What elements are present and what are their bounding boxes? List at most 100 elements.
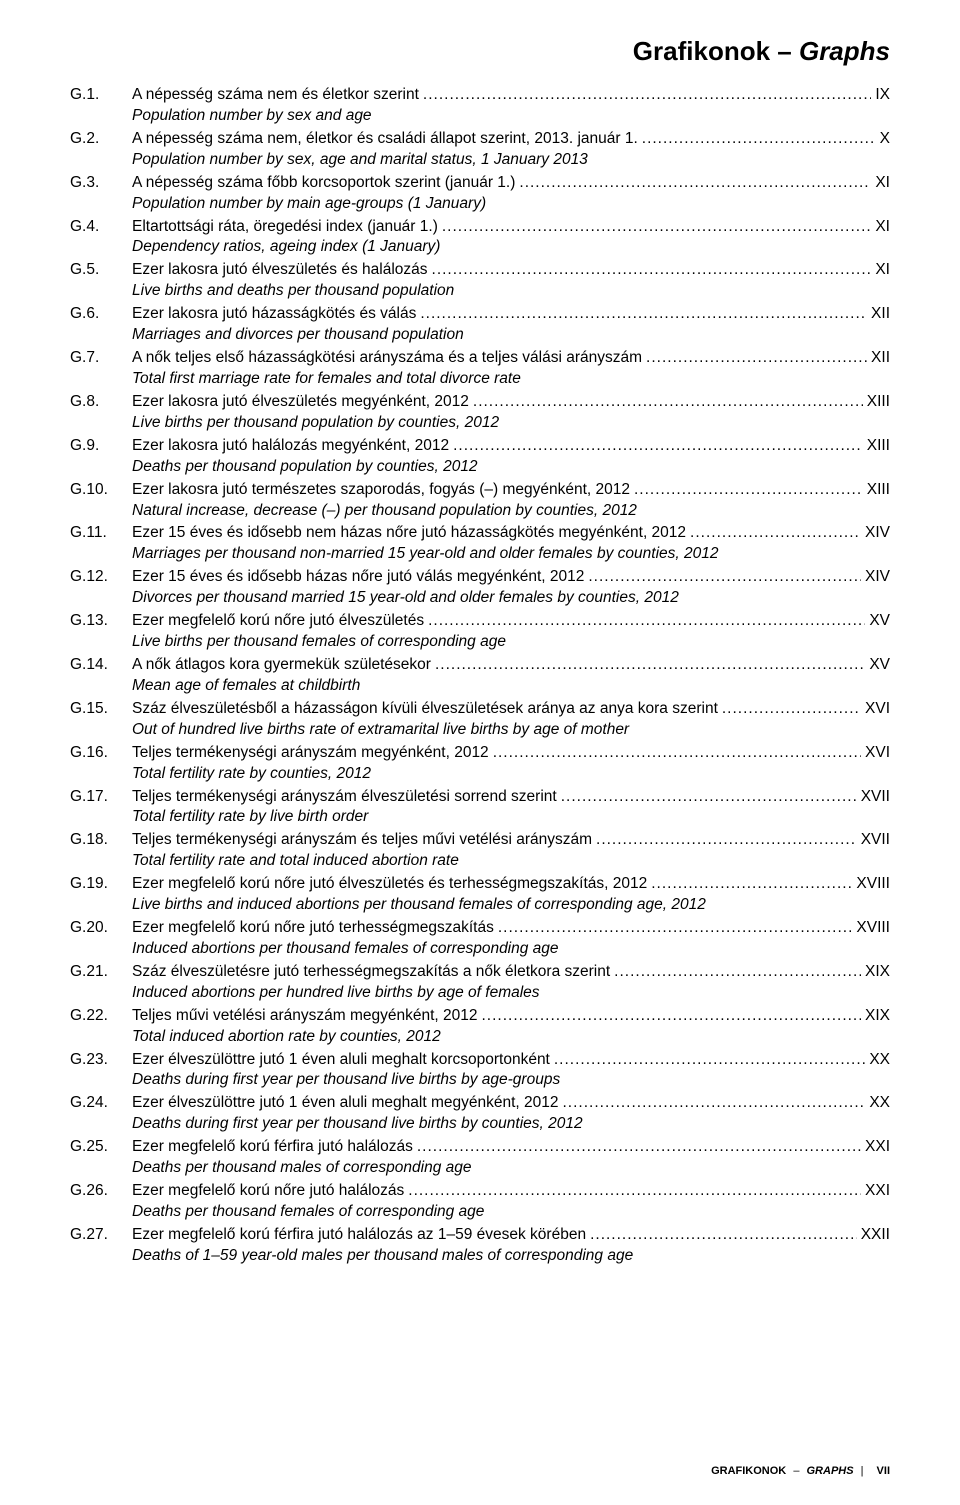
- toc-entry-title-hu: Ezer megfelelő korú nőre jutó élveszület…: [132, 874, 647, 895]
- toc-leader-dots: ........................................…: [557, 787, 857, 808]
- toc-leader-dots: ........................................…: [438, 217, 871, 238]
- toc-entry: G.26.Ezer megfelelő korú nőre jutó halál…: [70, 1181, 890, 1223]
- toc-entry-page: XXI: [861, 1181, 890, 1202]
- toc-entry-page: XVIII: [852, 918, 890, 939]
- title-en: Graphs: [799, 36, 890, 66]
- toc-entry-title-hu: Teljes művi vetélési arányszám megyénkén…: [132, 1006, 477, 1027]
- toc-entry: G.16.Teljes termékenységi arányszám megy…: [70, 743, 890, 785]
- toc-entry-page: XIII: [863, 436, 890, 457]
- toc-entry-title-hu: Ezer élveszülöttre jutó 1 éven aluli meg…: [132, 1050, 550, 1071]
- toc-entry-title-hu: Ezer lakosra jutó élveszületés és halálo…: [132, 260, 428, 281]
- toc-entry: G.11.Ezer 15 éves és idősebb nem házas n…: [70, 523, 890, 565]
- toc-entry-title-hu: Ezer élveszülöttre jutó 1 éven aluli meg…: [132, 1093, 559, 1114]
- toc-entry-main: G.11.Ezer 15 éves és idősebb nem házas n…: [70, 523, 890, 544]
- toc-entry: G.20.Ezer megfelelő korú nőre jutó terhe…: [70, 918, 890, 960]
- toc-entry-page: XIV: [861, 523, 890, 544]
- toc-entry-title-en: Live births per thousand population by c…: [70, 413, 890, 434]
- toc-entry-title-hu: A népesség száma nem, életkor és családi…: [132, 129, 638, 150]
- toc-entry: G.3.A népesség száma főbb korcsoportok s…: [70, 173, 890, 215]
- toc-entry: G.12.Ezer 15 éves és idősebb házas nőre …: [70, 567, 890, 609]
- toc-entry-number: G.1.: [70, 85, 132, 106]
- toc-entry-main: G.1.A népesség száma nem és életkor szer…: [70, 85, 890, 106]
- toc-entry-title-hu: Ezer 15 éves és idősebb nem házas nőre j…: [132, 523, 686, 544]
- toc-entry-main: G.3.A népesség száma főbb korcsoportok s…: [70, 173, 890, 194]
- toc-entry-page: XII: [867, 348, 890, 369]
- toc-leader-dots: ........................................…: [419, 85, 871, 106]
- toc-entry-main: G.26.Ezer megfelelő korú nőre jutó halál…: [70, 1181, 890, 1202]
- page-footer: GRAFIKONOK – GRAPHS | VII: [711, 1465, 890, 1477]
- toc-entry-main: G.10.Ezer lakosra jutó természetes szapo…: [70, 480, 890, 501]
- toc-entry-page: XIII: [863, 392, 890, 413]
- toc-entry-main: G.20.Ezer megfelelő korú nőre jutó terhe…: [70, 918, 890, 939]
- toc-entry-main: G.27.Ezer megfelelő korú férfira jutó ha…: [70, 1225, 890, 1246]
- toc-entry: G.17.Teljes termékenységi arányszám élve…: [70, 787, 890, 829]
- toc-entry-title-hu: A nők átlagos kora gyermekük születéseko…: [132, 655, 431, 676]
- toc-entry-page: XX: [865, 1093, 890, 1114]
- toc-entry-page: XV: [865, 611, 890, 632]
- toc-entry-page: XXI: [861, 1137, 890, 1158]
- toc-entry-title-hu: A népesség száma főbb korcsoportok szeri…: [132, 173, 515, 194]
- toc-entry-number: G.21.: [70, 962, 132, 983]
- toc-entry-number: G.23.: [70, 1050, 132, 1071]
- toc-entry-number: G.13.: [70, 611, 132, 632]
- footer-pipe: |: [857, 1465, 868, 1477]
- toc-entry-page: XI: [871, 173, 890, 194]
- toc-entry-main: G.23.Ezer élveszülöttre jutó 1 éven alul…: [70, 1050, 890, 1071]
- toc-entry-page: XI: [871, 217, 890, 238]
- toc-entry-main: G.8.Ezer lakosra jutó élveszületés megyé…: [70, 392, 890, 413]
- toc-entry-title-en: Deaths of 1–59 year-old males per thousa…: [70, 1246, 890, 1267]
- toc-entry-main: G.18.Teljes termékenységi arányszám és t…: [70, 830, 890, 851]
- toc-entry-title-hu: Ezer megfelelő korú nőre jutó halálozás: [132, 1181, 404, 1202]
- toc-leader-dots: ........................................…: [469, 392, 863, 413]
- toc-entry-main: G.7.A nők teljes első házasságkötési ará…: [70, 348, 890, 369]
- toc-entry-main: G.19.Ezer megfelelő korú nőre jutó élves…: [70, 874, 890, 895]
- toc-entry-number: G.26.: [70, 1181, 132, 1202]
- toc-entry-title-en: Deaths per thousand females of correspon…: [70, 1202, 890, 1223]
- toc-leader-dots: ........................................…: [489, 743, 861, 764]
- toc-entry-title-en: Population number by sex, age and marita…: [70, 150, 890, 171]
- toc-entry-title-en: Deaths during first year per thousand li…: [70, 1114, 890, 1135]
- toc-leader-dots: ........................................…: [642, 348, 867, 369]
- toc-entry: G.19.Ezer megfelelő korú nőre jutó élves…: [70, 874, 890, 916]
- toc-entry-main: G.2.A népesség száma nem, életkor és csa…: [70, 129, 890, 150]
- toc-entry-title-en: Total fertility rate by counties, 2012: [70, 764, 890, 785]
- toc-leader-dots: ........................................…: [413, 1137, 861, 1158]
- toc-entry: G.21.Száz élveszületésre jutó terhességm…: [70, 962, 890, 1004]
- toc-leader-dots: ........................................…: [647, 874, 852, 895]
- toc-list: G.1.A népesség száma nem és életkor szer…: [70, 85, 890, 1267]
- toc-entry: G.22.Teljes művi vetélési arányszám megy…: [70, 1006, 890, 1048]
- toc-entry-title-en: Induced abortions per thousand females o…: [70, 939, 890, 960]
- toc-leader-dots: ........................................…: [449, 436, 863, 457]
- toc-entry-title-hu: A népesség száma nem és életkor szerint: [132, 85, 419, 106]
- toc-entry-title-en: Natural increase, decrease (–) per thous…: [70, 501, 890, 522]
- toc-entry-title-en: Live births and deaths per thousand popu…: [70, 281, 890, 302]
- toc-leader-dots: ........................................…: [610, 962, 861, 983]
- toc-entry-main: G.5.Ezer lakosra jutó élveszületés és ha…: [70, 260, 890, 281]
- toc-entry: G.24.Ezer élveszülöttre jutó 1 éven alul…: [70, 1093, 890, 1135]
- toc-page: Grafikonok – Graphs G.1.A népesség száma…: [0, 0, 960, 1505]
- toc-entry-number: G.4.: [70, 217, 132, 238]
- toc-entry-title-hu: Ezer 15 éves és idősebb házas nőre jutó …: [132, 567, 584, 588]
- toc-entry: G.9.Ezer lakosra jutó halálozás megyénké…: [70, 436, 890, 478]
- title-sep: –: [770, 36, 799, 66]
- toc-leader-dots: ........................................…: [515, 173, 871, 194]
- toc-entry-number: G.16.: [70, 743, 132, 764]
- toc-leader-dots: ........................................…: [494, 918, 853, 939]
- toc-entry: G.2.A népesség száma nem, életkor és csa…: [70, 129, 890, 171]
- toc-entry: G.8.Ezer lakosra jutó élveszületés megyé…: [70, 392, 890, 434]
- toc-entry-number: G.25.: [70, 1137, 132, 1158]
- toc-entry-number: G.2.: [70, 129, 132, 150]
- toc-entry-main: G.13.Ezer megfelelő korú nőre jutó élves…: [70, 611, 890, 632]
- toc-leader-dots: ........................................…: [686, 523, 861, 544]
- toc-entry-main: G.24.Ezer élveszülöttre jutó 1 éven alul…: [70, 1093, 890, 1114]
- toc-entry-main: G.17.Teljes termékenységi arányszám élve…: [70, 787, 890, 808]
- toc-leader-dots: ........................................…: [630, 480, 863, 501]
- toc-entry-number: G.20.: [70, 918, 132, 939]
- toc-entry: G.4.Eltartottsági ráta, öregedési index …: [70, 217, 890, 259]
- toc-entry-main: G.16.Teljes termékenységi arányszám megy…: [70, 743, 890, 764]
- toc-entry-number: G.19.: [70, 874, 132, 895]
- toc-entry-number: G.8.: [70, 392, 132, 413]
- toc-entry-main: G.12.Ezer 15 éves és idősebb házas nőre …: [70, 567, 890, 588]
- toc-entry-title-en: Induced abortions per hundred live birth…: [70, 983, 890, 1004]
- toc-entry-title-en: Population number by main age-groups (1 …: [70, 194, 890, 215]
